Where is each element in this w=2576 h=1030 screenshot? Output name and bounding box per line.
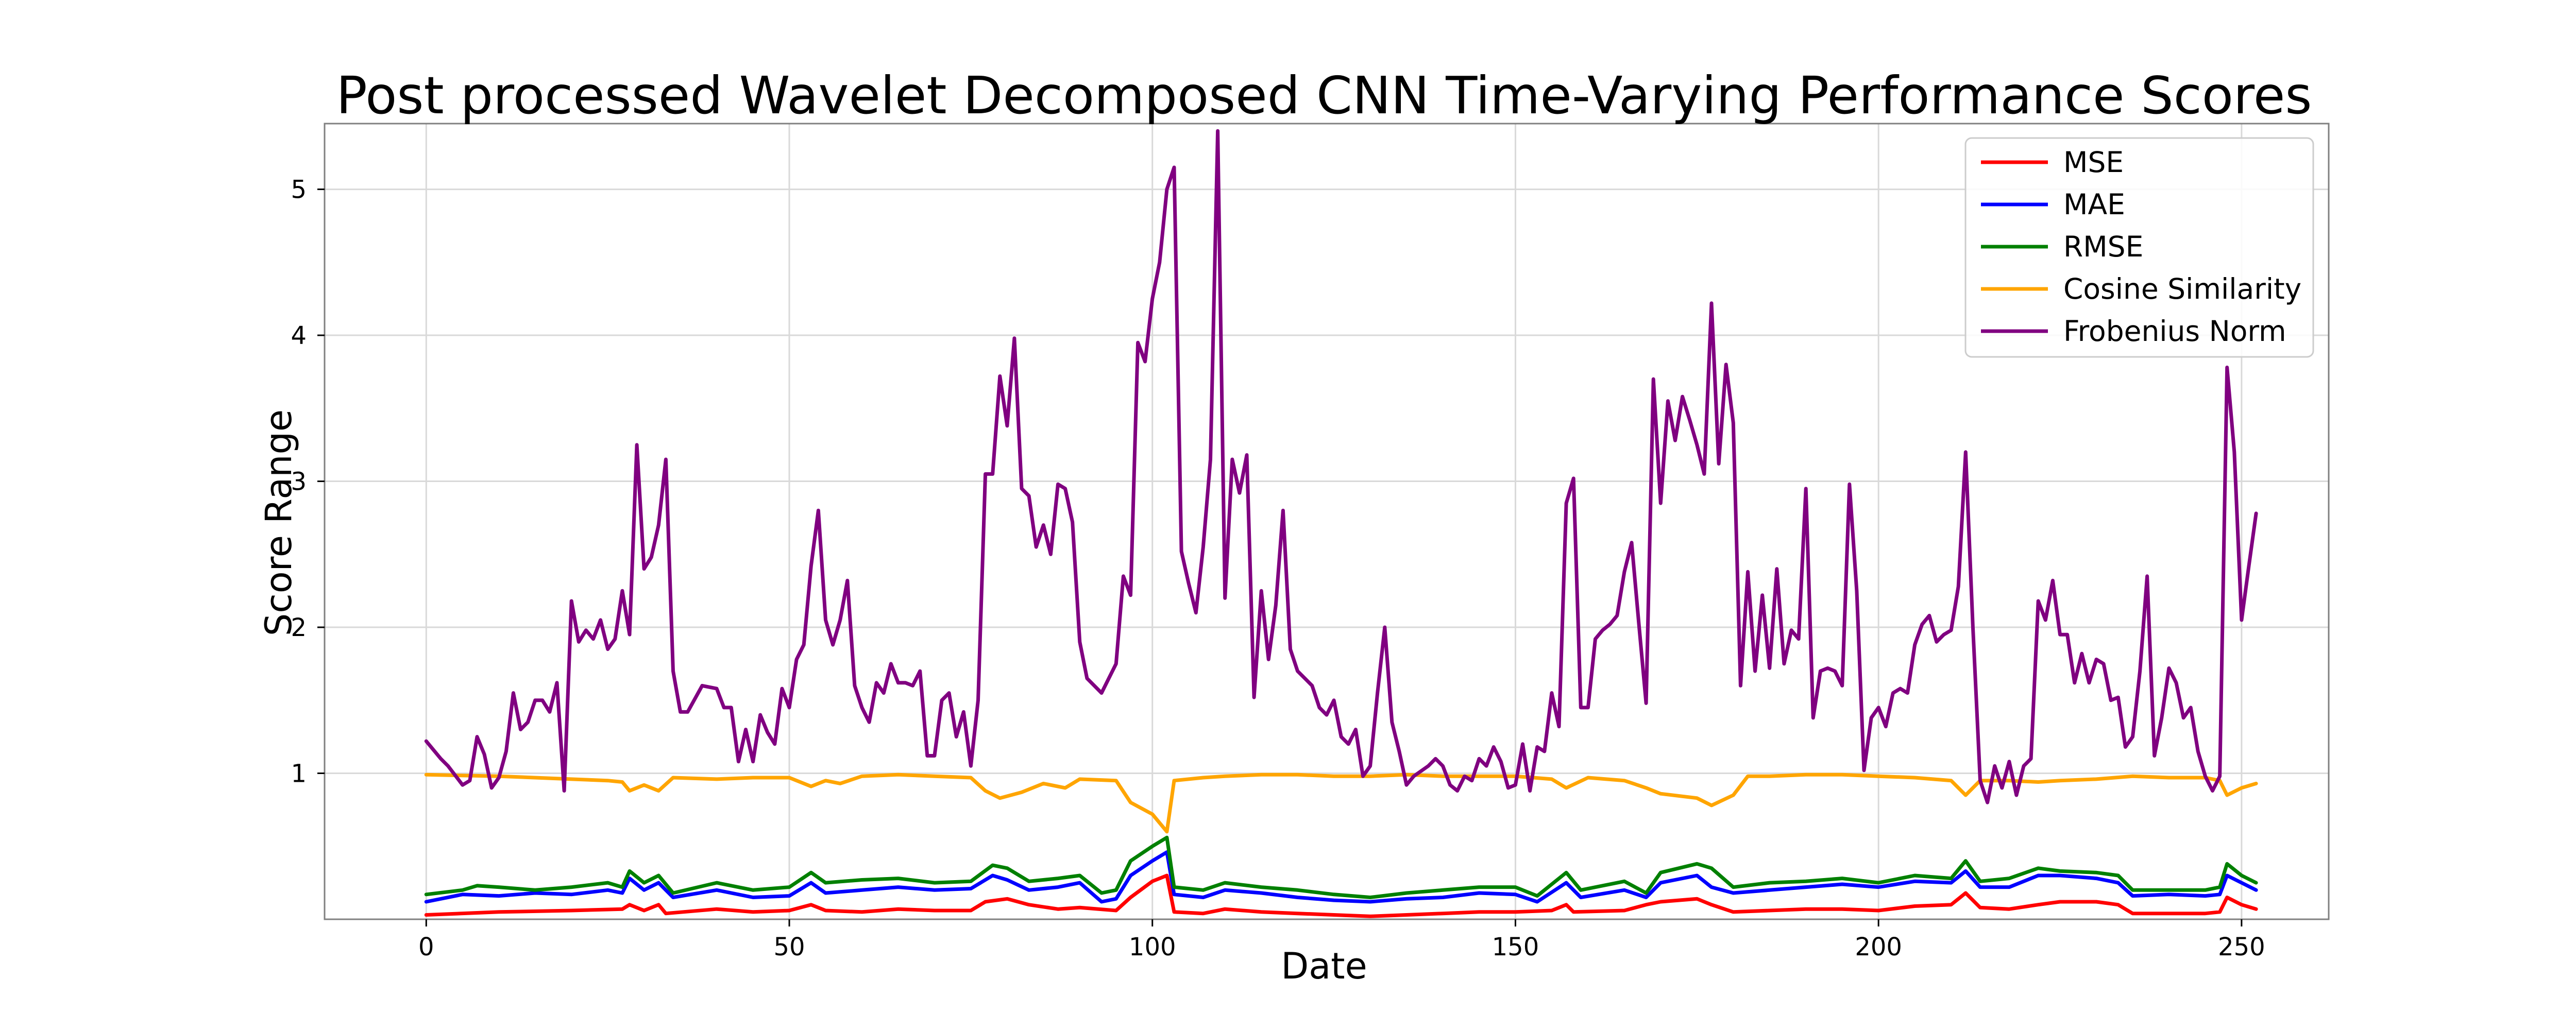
x-tick-label: 50 bbox=[773, 933, 805, 962]
y-tick-label: 1 bbox=[291, 760, 307, 788]
x-tick-label: 100 bbox=[1129, 933, 1176, 962]
x-tick-label: 150 bbox=[1492, 933, 1539, 962]
y-tick-label: 2 bbox=[291, 613, 307, 642]
x-tick-label: 0 bbox=[418, 933, 434, 962]
y-tick-label: 4 bbox=[291, 321, 307, 350]
plot-frame bbox=[324, 123, 2330, 920]
y-tick-label: 3 bbox=[291, 468, 307, 496]
y-tick-label: 5 bbox=[291, 176, 307, 204]
series-line-mae bbox=[424, 850, 2258, 904]
legend-label-frobenius-norm: Frobenius Norm bbox=[2063, 315, 2286, 348]
plot-area bbox=[424, 129, 2258, 918]
legend: MSE MAE RMSE Cosine Similarity Frobenius Nor… bbox=[1964, 137, 2314, 358]
series-line-rmse bbox=[424, 835, 2258, 899]
legend-label-mae: MAE bbox=[2063, 188, 2125, 221]
x-axis-label: Date bbox=[1281, 945, 1367, 987]
legend-label-cosine-similarity: Cosine Similarity bbox=[2063, 272, 2301, 305]
series-line-mse bbox=[424, 873, 2258, 918]
axis-ticks: 0 50 100 150 200 250 1 2 3 4 5 bbox=[291, 176, 2265, 962]
y-axis-label: Score Range bbox=[258, 409, 300, 636]
legend-label-rmse: RMSE bbox=[2063, 230, 2143, 263]
series-line-cosine-similarity bbox=[424, 772, 2258, 834]
series-line-frobenius-norm bbox=[424, 129, 2258, 804]
legend-label-mse: MSE bbox=[2063, 146, 2124, 179]
x-tick-label: 200 bbox=[1855, 933, 1902, 962]
legend-box bbox=[1964, 137, 2314, 358]
chart-title: Post processed Wavelet Decomposed CNN Ti… bbox=[336, 65, 2312, 126]
x-tick-label: 250 bbox=[2218, 933, 2265, 962]
